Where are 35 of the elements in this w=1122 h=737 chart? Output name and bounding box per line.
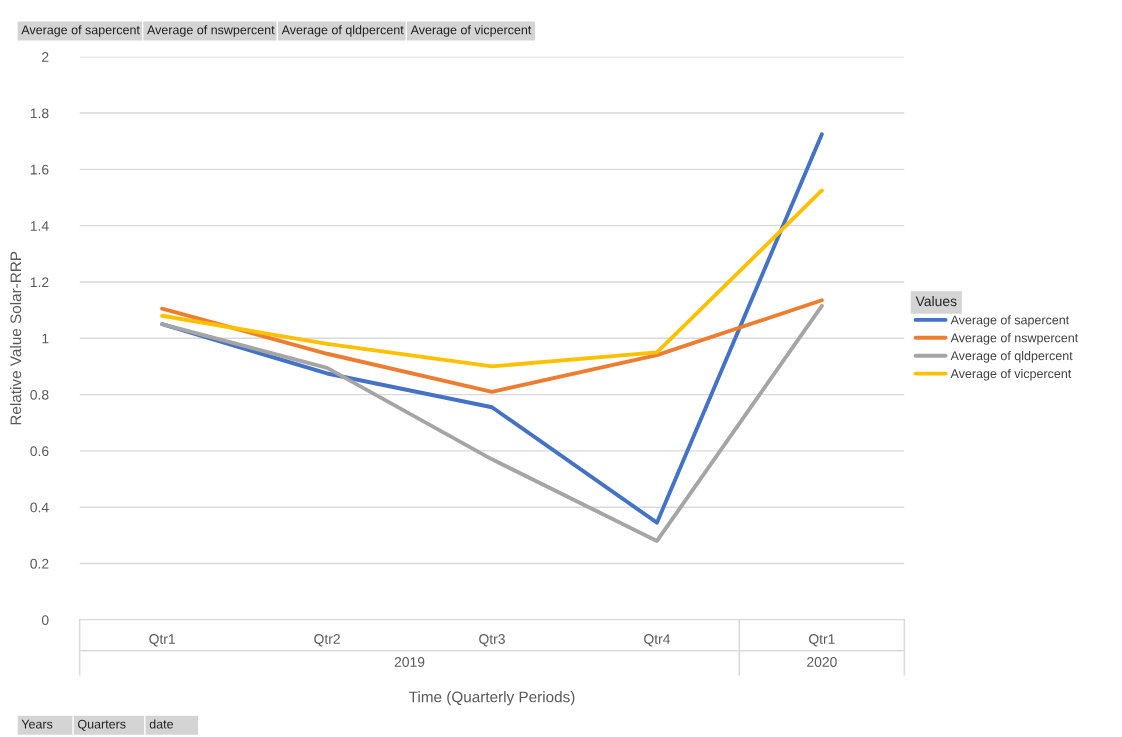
y-tick-label: 0.6: [30, 446, 49, 457]
y-tick-label: 1.4: [30, 221, 49, 231]
x-tick-label: Qtr4: [644, 634, 671, 647]
x-tick-label: Qtr1: [149, 634, 175, 647]
text: 2019: [394, 657, 425, 667]
text: Quarters: [78, 719, 126, 731]
y-tick-label: 1: [42, 333, 49, 344]
y-axis-title: Relative Value Solar-RRP: [10, 251, 22, 425]
y-tick-label: 1.8: [30, 108, 49, 119]
x-tick-label: Qtr3: [479, 634, 505, 647]
y-tick-label: 2: [42, 52, 49, 62]
text: Average of sapercent: [21, 25, 140, 37]
legend-label: Average of nswpercent: [950, 333, 1079, 345]
y-tick-label: 0: [41, 615, 49, 625]
x-tick-label: Qtr1: [809, 634, 835, 647]
text: Average of vicpercent: [410, 25, 532, 37]
legend-label: Average of qldpercent: [950, 351, 1073, 363]
y-tick-label: 1.6: [30, 164, 49, 175]
text: Average of nswpercent: [147, 25, 275, 37]
line-series: [160, 188, 824, 369]
legend-label: Average of sapercent: [950, 315, 1070, 327]
x-axis-title: Time (Quarterly Periods): [409, 691, 575, 706]
legend-title: Values: [915, 296, 957, 307]
y-tick-label: 0.2: [30, 558, 49, 569]
text: date: [149, 719, 173, 729]
line-series: [160, 298, 824, 394]
x-tick-label: Qtr2: [314, 634, 340, 647]
y-tick-label: 0.4: [30, 502, 49, 513]
text: 2020: [807, 657, 837, 667]
legend-label: Average of vicpercent: [950, 368, 1072, 381]
text: Years: [21, 719, 53, 729]
y-tick-label: 1.2: [30, 277, 49, 288]
text: Average of qldpercent: [281, 25, 404, 37]
line-series: [160, 303, 824, 543]
y-tick-label: 0.8: [30, 389, 49, 400]
